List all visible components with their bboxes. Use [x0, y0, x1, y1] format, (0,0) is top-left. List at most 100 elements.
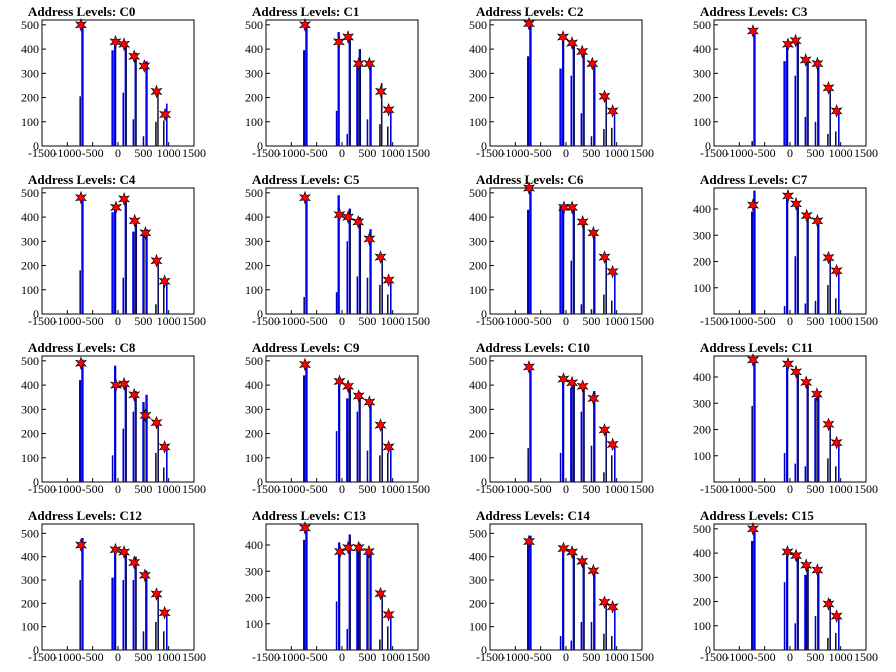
plot-frame	[713, 523, 867, 651]
y-tick-label: 200	[469, 91, 487, 105]
histogram-bar	[369, 551, 372, 650]
x-tick-label: 0	[563, 314, 569, 328]
histogram-bar	[786, 548, 788, 650]
x-tick-label: -1500	[28, 650, 56, 664]
histogram-bar	[794, 256, 796, 315]
histogram-bar	[559, 68, 562, 146]
chart-svg: -1500-1000 -500 0 500 1000 1500 100 200 300 400	[693, 187, 878, 328]
peak-marker	[781, 37, 795, 52]
histogram-bar	[124, 197, 127, 314]
x-tick-label: 1500	[854, 482, 878, 496]
peak-marker	[606, 264, 619, 279]
chart-panel: Address Levels: C3 -1500 -1000 -500 0 500 1000…	[672, 0, 896, 168]
histogram-bar	[166, 612, 168, 650]
x-tick-label: -500	[530, 314, 552, 328]
chart-svg: -1500-1000 -500 0 500 1000 1500 0 100 200 300 400 5…	[21, 523, 206, 664]
y-tick-label: 300	[21, 402, 39, 416]
peak-marker	[606, 437, 619, 452]
x-tick-label: 1000	[605, 482, 629, 496]
histogram-bar	[381, 255, 383, 314]
histogram-bar	[387, 126, 389, 146]
histogram-bar	[305, 362, 308, 482]
y-tick-label: 100	[245, 617, 263, 631]
histogram-bar	[381, 426, 383, 482]
chart-svg: -1500-1000 -500 0 500 1000 1500 0 100 200 300 400 5…	[21, 186, 206, 328]
y-tick-label: 400	[469, 210, 487, 224]
histogram-bar	[794, 75, 796, 146]
x-tick-label: 500	[806, 482, 824, 496]
chart-panel: Address Levels: C12 -1500 -1000 -500 0 500 100…	[0, 504, 224, 672]
x-tick-label: 1000	[829, 146, 853, 160]
histogram-bar	[369, 229, 372, 314]
histogram-bar	[134, 391, 137, 482]
chart-panel: Address Levels: C7 -1500 -1000 -500 0 500 1000…	[672, 168, 896, 336]
histogram-bar	[835, 131, 837, 146]
histogram-bar	[335, 110, 337, 146]
histogram-bar	[305, 196, 308, 314]
histogram-bar	[366, 552, 369, 650]
peak-marker	[746, 23, 760, 38]
histogram-bar	[142, 631, 144, 650]
x-tick-label: 1500	[406, 650, 430, 664]
histogram-bar	[145, 61, 148, 147]
y-tick-label: 100	[21, 451, 39, 465]
x-tick-label: -1000	[53, 482, 81, 496]
peak-marker	[606, 599, 619, 614]
histogram-bar	[356, 276, 358, 314]
x-tick-label: 500	[134, 650, 152, 664]
histogram-bar	[157, 421, 159, 482]
x-tick-label: -1000	[725, 314, 753, 328]
histogram-bar	[122, 428, 124, 482]
y-tick-label: 500	[245, 18, 263, 32]
y-tick-label: 200	[693, 91, 711, 105]
peak-marker	[576, 379, 589, 394]
histogram-bar	[786, 195, 788, 314]
histogram-bar	[605, 601, 607, 650]
peak-marker	[333, 544, 347, 559]
chart-panel: Address Levels: C6 -1500 -1000 -500 0 500 1000…	[448, 168, 672, 336]
x-tick-label: 0	[115, 650, 121, 664]
peak-marker	[118, 37, 131, 52]
histogram-bar	[305, 24, 308, 146]
chart-title: Address Levels: C11	[700, 340, 814, 355]
x-tick-label: -500	[306, 482, 328, 496]
histogram-bar	[786, 366, 788, 482]
x-tick-label: 1000	[157, 146, 181, 160]
x-tick-label: 500	[358, 482, 376, 496]
peak-marker	[811, 563, 824, 577]
histogram-bar	[358, 49, 361, 146]
histogram-bar	[134, 556, 137, 650]
histogram-bar	[559, 452, 561, 482]
histogram-bar	[605, 428, 607, 482]
peak-marker	[150, 415, 163, 430]
x-tick-label: -1000	[501, 650, 529, 664]
histogram-bar	[163, 467, 165, 482]
histogram-bar	[562, 547, 564, 650]
histogram-bar	[356, 411, 358, 482]
x-tick-label: 0	[115, 482, 121, 496]
y-tick-label: 500	[693, 18, 711, 32]
histogram-bar	[379, 124, 381, 146]
chart-panel: Address Levels: C9 -1500 -1000 -500 0 500 1000…	[224, 336, 448, 504]
histogram-bar	[124, 44, 127, 147]
x-tick-label: 1000	[157, 650, 181, 664]
peak-marker	[362, 544, 375, 559]
histogram-bar	[379, 284, 381, 314]
y-tick-label: 300	[245, 66, 263, 80]
y-tick-label: 100	[693, 281, 711, 295]
peak-marker	[352, 540, 365, 555]
y-tick-label: 300	[469, 573, 487, 587]
histogram-bar	[527, 209, 529, 314]
histogram-bar	[835, 466, 837, 483]
histogram-bar	[582, 49, 585, 146]
peak-marker	[822, 80, 835, 95]
plot-frame	[713, 19, 867, 147]
histogram-bar	[142, 402, 145, 482]
y-tick-label: 400	[469, 378, 487, 392]
histogram-bar	[590, 136, 592, 146]
peak-marker	[342, 379, 355, 394]
histogram-bar	[356, 63, 359, 146]
y-tick-label: 400	[245, 538, 263, 552]
y-tick-label: 200	[469, 427, 487, 441]
peak-marker	[109, 34, 122, 49]
